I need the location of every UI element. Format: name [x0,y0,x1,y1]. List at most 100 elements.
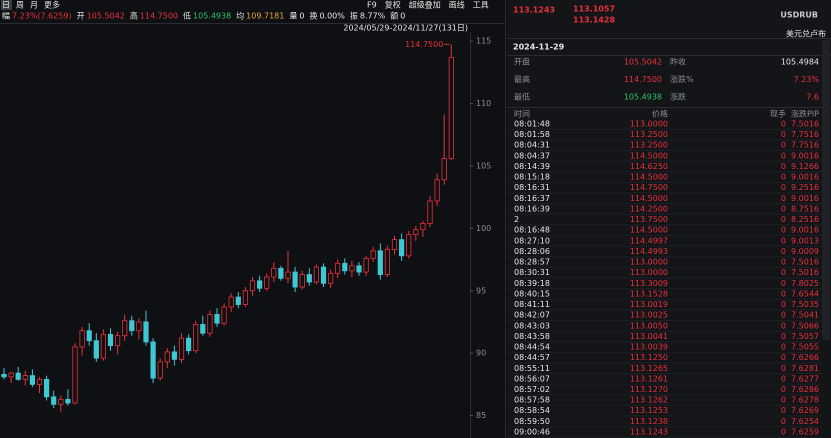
summary-value: 105.4938 [624,93,662,102]
table-cell: 7.5035 [791,300,819,309]
bid-price: 113.1057 [573,5,615,14]
candle-body [1,373,7,378]
candle-body [36,378,43,385]
table-cell: 7.6259 [791,427,819,436]
symbol: USDRUB [780,11,818,20]
candle-body [256,280,263,289]
candle-body [391,239,398,250]
table-cell: 0 [781,226,786,235]
table-cell: 113.3009 [630,279,668,288]
table-cell: 113.1528 [630,289,668,298]
table-cell: 113.1265 [630,364,668,373]
period-tab[interactable]: 日 [2,1,10,10]
table-cell: 08:43:58 [514,332,550,341]
table-cell: 0 [781,343,786,352]
candle-body [406,234,412,257]
candle-body [178,337,185,360]
table-cell: 0 [781,130,786,139]
candle-body [58,398,64,405]
table-cell: 0 [781,321,786,330]
candle-body [413,229,419,236]
table-cell: 7.6269 [791,406,819,415]
summary-label: 开盘 [514,57,530,67]
table-cell: 0 [781,141,786,150]
table-cell: 113.1250 [630,353,668,362]
candle-body [441,158,447,181]
candle-body [171,351,177,360]
table-cell: 7.6281 [791,364,819,373]
table-cell: 08:40:15 [514,289,550,298]
candle-body [448,57,454,159]
candle-body [8,372,14,378]
candle-body [349,265,355,272]
table-cell: 08:57:02 [514,385,550,394]
table-cell: 08:04:31 [514,141,550,150]
table-header: 涨跌PIP [791,109,819,119]
table-cell: 0 [781,215,786,224]
table-cell: 8.2516 [791,215,819,224]
table-cell: 7.6544 [791,289,819,298]
table-cell: 08:15:18 [514,173,550,182]
summary-label: 涨跌 [670,92,686,102]
table-cell: 0 [781,194,786,203]
tool-button[interactable]: 超级叠加 [409,0,441,10]
table-cell: 7.7516 [791,130,819,139]
tool-button[interactable]: F9 [367,1,377,10]
table-cell: 08:39:18 [514,279,550,288]
table-cell: 08:58:54 [514,406,550,415]
tool-button[interactable]: 画线 [449,0,465,10]
period-tab[interactable]: 更多 [44,0,60,10]
table-cell: 114.5000 [630,173,668,182]
table-header: 价格 [652,109,668,119]
table-cell: 113.0050 [630,321,668,330]
ask-price: 113.1428 [573,16,615,25]
period-tab[interactable]: 周 [16,1,24,10]
candle-body [313,266,320,283]
table-cell: 113.0039 [630,343,668,352]
table-cell: 0 [781,183,786,192]
period-tab[interactable]: 月 [30,1,38,10]
candle-body [384,249,391,275]
summary-value: 7.6 [806,93,819,102]
table-cell: 7.5066 [791,321,819,330]
candle-body [221,306,227,324]
candle-body [65,398,71,404]
candle-body [306,274,312,283]
table-cell: 113.0041 [630,332,668,341]
candle-body [193,324,199,352]
table-cell: 113.1270 [630,385,668,394]
table-cell: 08:01:58 [514,130,550,139]
candle-body [427,200,433,224]
chart-panel [0,0,505,438]
candle-body [420,222,426,231]
tool-button[interactable]: 复权 [385,0,401,10]
candle-body [122,320,128,337]
quote-date: 2024-11-29 [513,43,565,52]
candle-body [200,324,206,334]
period-selected [1,0,12,10]
table-cell: 08:16:48 [514,226,550,235]
candle-body [79,330,85,348]
summary-label: 昨收 [670,57,686,67]
table-cell: 0 [781,247,786,256]
stat-label: 开 [77,12,85,21]
table-cell: 0 [781,364,786,373]
tool-button[interactable]: 工具 [473,1,489,10]
candle-body [342,262,348,272]
table-cell: 9.1266 [791,162,819,171]
y-tick-label: 85 [476,411,486,420]
candle-body [93,340,99,359]
stat-value: 0 [299,12,304,21]
table-cell: 114.5000 [630,226,668,235]
table-cell: 113.0000 [630,120,668,129]
candle-body [100,334,106,359]
stat-label: 低 [183,11,191,21]
table-cell: 0 [781,385,786,394]
scrollbar [822,40,830,340]
candle-body [299,274,305,288]
table-cell: 113.7500 [630,215,668,224]
summary-value: 7.23% [794,75,820,84]
table-cell: 7.8025 [791,279,819,288]
table-cell: 7.6266 [791,353,819,362]
